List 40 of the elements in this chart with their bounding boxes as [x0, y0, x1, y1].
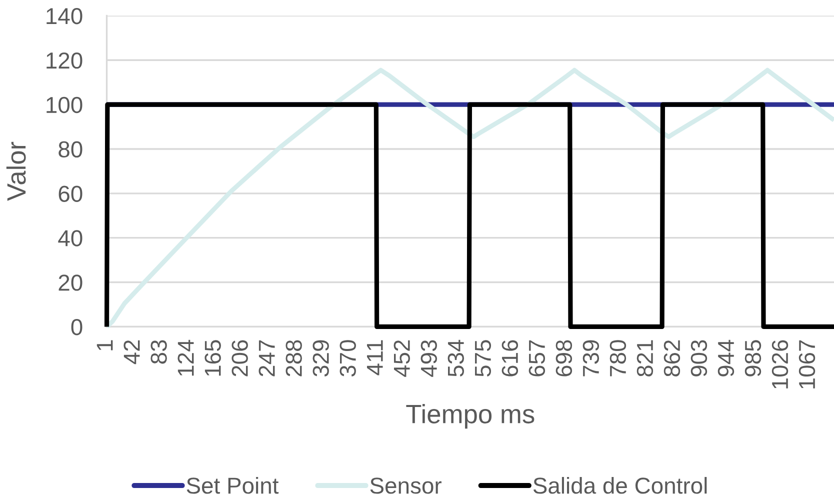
x-tick-label: 903 — [690, 340, 708, 376]
x-axis-title: Tiempo ms — [406, 404, 534, 429]
x-tick-label: 42 — [124, 340, 140, 364]
x-tick-label: 1 — [96, 340, 113, 350]
x-tick-label: 739 — [582, 340, 600, 376]
y-tick-label: 140 — [46, 8, 82, 24]
x-tick-label: 944 — [718, 340, 734, 376]
y-tick-label: 100 — [46, 96, 82, 114]
x-tick-label: 124 — [178, 340, 194, 376]
x-tick-label: 493 — [420, 340, 438, 377]
y-tick-label: 60 — [58, 186, 82, 202]
x-tick-label: 780 — [610, 340, 626, 376]
y-tick-label: 20 — [58, 274, 82, 291]
x-tick-label: 1026 — [772, 340, 788, 388]
x-tick-label: 83 — [150, 340, 167, 364]
x-tick-label: 206 — [232, 340, 248, 376]
y-tick-label: 0 — [71, 318, 82, 336]
y-tick-label: 40 — [58, 230, 82, 246]
x-tick-label: 288 — [286, 340, 302, 376]
x-tick-label: 616 — [502, 340, 518, 376]
x-tick-label: 821 — [636, 340, 654, 376]
x-tick-label: 247 — [258, 340, 275, 376]
x-tick-label: 411 — [366, 340, 383, 376]
x-tick-label: 329 — [312, 340, 329, 377]
legend-label: Sensor — [370, 478, 442, 494]
x-tick-label: 657 — [528, 340, 546, 376]
x-tick-label: 165 — [204, 340, 221, 376]
x-tick-label: 985 — [744, 340, 762, 376]
x-tick-label: 698 — [556, 340, 572, 376]
legend-label: Salida de Control — [533, 476, 707, 494]
y-tick-label: 80 — [58, 141, 82, 158]
x-tick-label: 452 — [394, 340, 410, 377]
legend-label: Set Point — [186, 476, 279, 494]
y-axis-title: Valor — [6, 142, 26, 201]
x-tick-label: 575 — [475, 340, 492, 377]
x-tick-label: 534 — [448, 340, 464, 377]
x-tick-label: 862 — [664, 340, 680, 376]
x-tick-label: 370 — [340, 340, 356, 377]
x-tick-label: 1067 — [798, 340, 816, 388]
y-tick-label: 120 — [46, 52, 82, 69]
